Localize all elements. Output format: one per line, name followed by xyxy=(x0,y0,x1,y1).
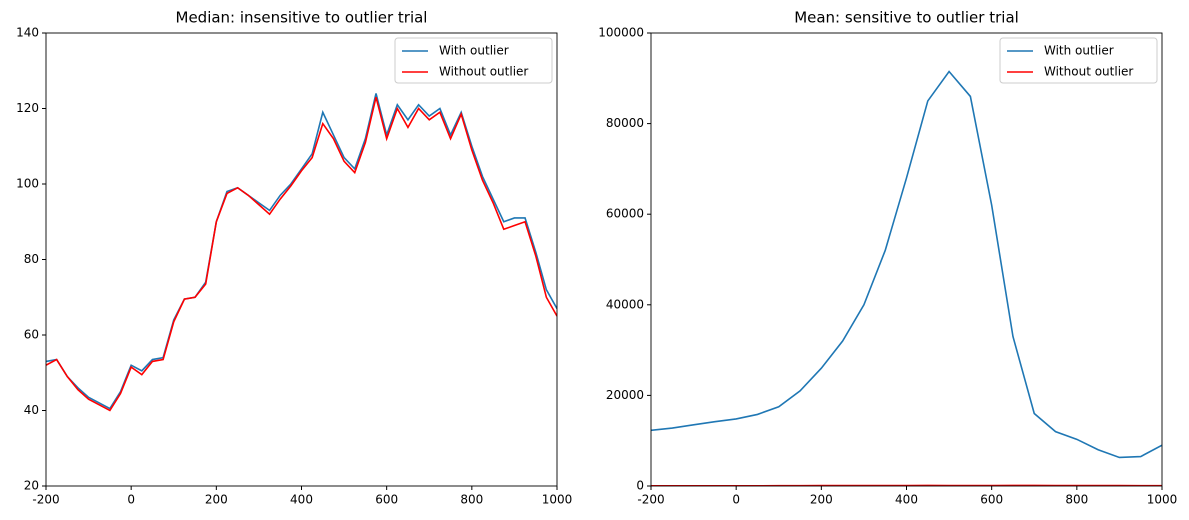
data-line xyxy=(651,70,1162,459)
y-tick-label: 80 xyxy=(24,252,39,266)
x-tick-label: 400 xyxy=(290,493,313,507)
x-tick-label: 1000 xyxy=(1147,493,1178,507)
x-tick-label: 0 xyxy=(732,493,740,507)
x-tick-label: 400 xyxy=(895,493,918,507)
legend-box xyxy=(394,37,553,84)
x-tick-label: -200 xyxy=(637,493,664,507)
y-tick-label: 100 xyxy=(16,177,39,191)
y-tick-label: 40000 xyxy=(606,297,644,311)
y-tick-label: 140 xyxy=(16,26,39,40)
y-tick-label: 60000 xyxy=(606,207,644,221)
x-tick-label: 600 xyxy=(375,493,398,507)
x-tick-label: -200 xyxy=(32,493,59,507)
plot-frame xyxy=(650,32,1163,487)
y-tick-label: 20000 xyxy=(606,388,644,402)
y-tick-label: 0 xyxy=(636,479,644,493)
chart-title: Mean: sensitive to outlier trial xyxy=(794,9,1019,27)
x-tick-label: 0 xyxy=(127,493,135,507)
data-line xyxy=(46,96,557,412)
x-tick-label: 200 xyxy=(810,493,833,507)
legend-box xyxy=(999,37,1158,84)
y-tick-label: 40 xyxy=(24,403,39,417)
chart-title: Median: insensitive to outlier trial xyxy=(176,9,428,27)
x-tick-label: 200 xyxy=(205,493,228,507)
x-tick-label: 800 xyxy=(460,493,483,507)
y-tick-label: 80000 xyxy=(606,116,644,130)
x-tick-label: 1000 xyxy=(542,493,573,507)
y-tick-label: 60 xyxy=(24,328,39,342)
plot-frame xyxy=(45,32,558,487)
legend-label: With outlier xyxy=(439,44,509,58)
data-line xyxy=(46,93,557,410)
x-tick-label: 800 xyxy=(1065,493,1088,507)
y-tick-label: 100000 xyxy=(598,26,644,40)
x-tick-label: 600 xyxy=(980,493,1003,507)
legend-label: With outlier xyxy=(1044,44,1114,58)
legend-label: Without outlier xyxy=(439,65,528,79)
y-tick-label: 120 xyxy=(16,101,39,115)
y-tick-label: 20 xyxy=(24,479,39,493)
legend-label: Without outlier xyxy=(1044,65,1133,79)
